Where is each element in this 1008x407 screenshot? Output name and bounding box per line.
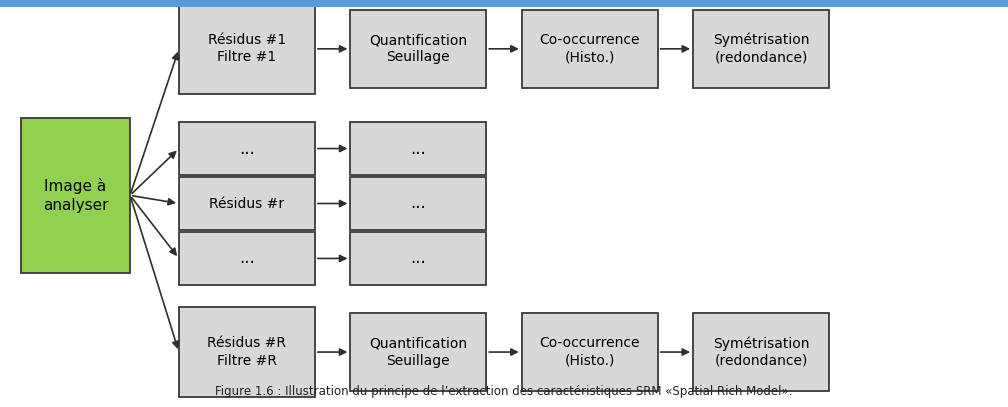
Text: Symétrisation
(redondance): Symétrisation (redondance) <box>713 33 809 65</box>
FancyBboxPatch shape <box>179 177 314 230</box>
Text: Co-occurrence
(Histo.): Co-occurrence (Histo.) <box>539 337 640 368</box>
FancyBboxPatch shape <box>351 122 486 175</box>
FancyBboxPatch shape <box>694 10 829 88</box>
Text: ...: ... <box>410 195 426 212</box>
FancyBboxPatch shape <box>21 118 130 273</box>
FancyBboxPatch shape <box>522 10 657 88</box>
Text: Symétrisation
(redondance): Symétrisation (redondance) <box>713 336 809 368</box>
Text: ...: ... <box>410 140 426 158</box>
Text: Quantification
Seuillage: Quantification Seuillage <box>369 33 468 64</box>
Text: Résidus #1
Filtre #1: Résidus #1 Filtre #1 <box>208 33 286 64</box>
FancyBboxPatch shape <box>179 122 314 175</box>
FancyBboxPatch shape <box>351 232 486 285</box>
Text: ...: ... <box>410 249 426 267</box>
FancyBboxPatch shape <box>351 177 486 230</box>
FancyBboxPatch shape <box>351 10 486 88</box>
Text: Résidus #R
Filtre #R: Résidus #R Filtre #R <box>208 337 286 368</box>
FancyBboxPatch shape <box>179 232 314 285</box>
Text: ...: ... <box>239 140 255 158</box>
Bar <box>0 0 1008 7</box>
FancyBboxPatch shape <box>522 313 657 391</box>
Text: Résidus #r: Résidus #r <box>210 197 284 210</box>
FancyBboxPatch shape <box>351 313 486 391</box>
Text: Image à
analyser: Image à analyser <box>43 178 108 213</box>
FancyBboxPatch shape <box>694 313 829 391</box>
Text: Co-occurrence
(Histo.): Co-occurrence (Histo.) <box>539 33 640 64</box>
Text: Figure 1.6 : Illustration du principe de l’extraction des caractéristiques SRM «: Figure 1.6 : Illustration du principe de… <box>216 385 792 398</box>
FancyBboxPatch shape <box>179 4 314 94</box>
FancyBboxPatch shape <box>179 307 314 397</box>
Text: ...: ... <box>239 249 255 267</box>
Text: Quantification
Seuillage: Quantification Seuillage <box>369 337 468 368</box>
